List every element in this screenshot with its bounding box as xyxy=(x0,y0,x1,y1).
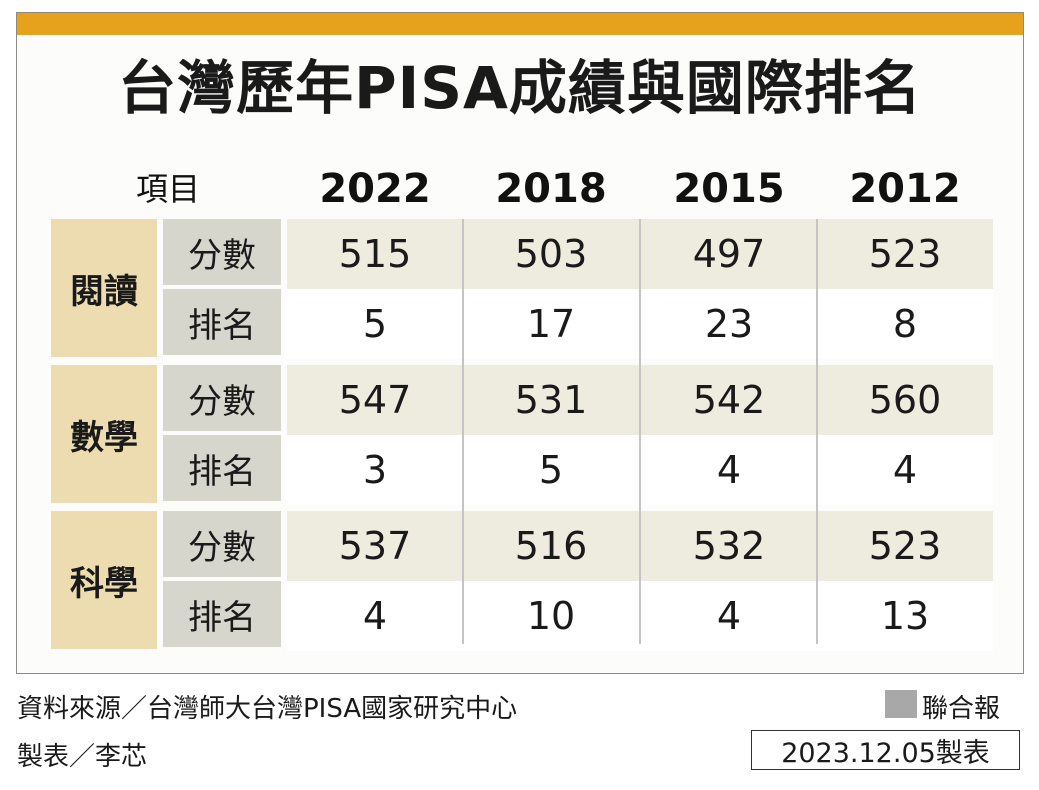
header-item-label: 項目 xyxy=(135,170,200,208)
row-label: 排名 xyxy=(163,435,281,501)
table-cell: 560 xyxy=(868,378,942,422)
chart-title: 台灣歷年PISA成績與國際排名 xyxy=(118,54,922,122)
publisher-name: 聯合報 xyxy=(922,694,1001,724)
row-label: 分數 xyxy=(163,365,281,431)
year-header-2022: 2022 xyxy=(319,166,431,212)
category-label: 科學 xyxy=(51,511,157,649)
column-divider xyxy=(639,219,641,644)
table-cell: 4 xyxy=(362,594,388,638)
row-label: 分數 xyxy=(163,219,281,285)
year-header-2018: 2018 xyxy=(495,166,607,212)
table-cell: 4 xyxy=(716,594,742,638)
table-cell: 547 xyxy=(338,378,412,422)
table-cell: 537 xyxy=(338,524,412,568)
table-cell: 497 xyxy=(692,232,766,276)
table-cell: 503 xyxy=(514,232,588,276)
row-label: 排名 xyxy=(163,581,281,647)
row-label: 分數 xyxy=(163,511,281,577)
chart-frame: 台灣歷年PISA成績與國際排名 項目 2022 2018 2015 2012 閱讀 分數 51… xyxy=(16,12,1024,674)
table-cell: 8 xyxy=(892,302,918,346)
table-cell: 23 xyxy=(704,302,754,346)
date-stamp: 2023.12.05製表 xyxy=(751,730,1020,770)
table-cell: 531 xyxy=(514,378,588,422)
year-header-2012: 2012 xyxy=(849,166,961,212)
source-note: 資料來源／台灣師大台灣PISA國家研究中心 xyxy=(17,694,518,724)
table-cell: 17 xyxy=(526,302,576,346)
maker-note: 製表／李芯 xyxy=(17,742,148,772)
top-accent-bar xyxy=(17,13,1023,35)
table-cell: 4 xyxy=(716,448,742,492)
table-cell: 523 xyxy=(868,232,942,276)
table-cell: 516 xyxy=(514,524,588,568)
publisher-square-icon xyxy=(885,690,917,718)
year-header-2015: 2015 xyxy=(673,166,785,212)
table-cell: 515 xyxy=(338,232,412,276)
table-cell: 523 xyxy=(868,524,942,568)
column-divider xyxy=(816,219,818,644)
table-cell: 13 xyxy=(880,594,930,638)
row-label: 排名 xyxy=(163,289,281,355)
category-label: 數學 xyxy=(51,365,157,503)
table-cell: 532 xyxy=(692,524,766,568)
table-cell: 5 xyxy=(362,302,388,346)
category-label: 閱讀 xyxy=(51,219,157,357)
table-cell: 4 xyxy=(892,448,918,492)
table-cell: 5 xyxy=(538,448,564,492)
table-cell: 542 xyxy=(692,378,766,422)
column-divider xyxy=(462,219,464,644)
table-cell: 10 xyxy=(526,594,576,638)
table-cell: 3 xyxy=(362,448,388,492)
